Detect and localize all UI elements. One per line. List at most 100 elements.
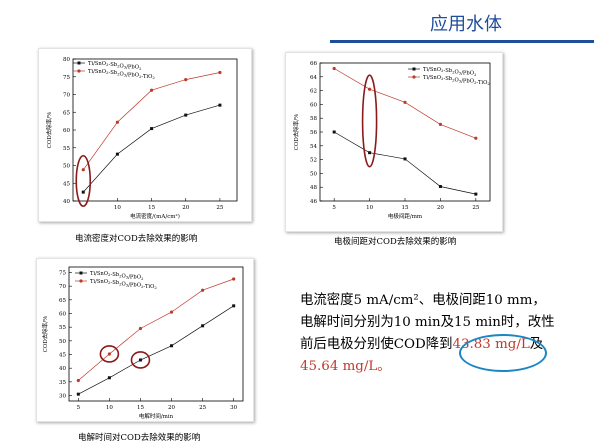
y-tick-label: 66 bbox=[310, 61, 317, 67]
y-tick-label: 64 bbox=[310, 75, 317, 81]
y-tick-label: 60 bbox=[59, 311, 66, 317]
y-tick-label: 70 bbox=[59, 284, 66, 290]
x-axis-label: 电解时间/min bbox=[139, 412, 174, 420]
y-tick-label: 58 bbox=[310, 116, 317, 122]
y-tick-label: 75 bbox=[59, 270, 66, 276]
y-tick-label: 50 bbox=[59, 339, 66, 345]
data-point-black bbox=[115, 152, 119, 156]
x-tick-label: 15 bbox=[148, 205, 155, 211]
y-tick-label: 62 bbox=[310, 89, 317, 95]
x-tick-label: 20 bbox=[437, 205, 444, 211]
legend-marker-black bbox=[412, 67, 416, 71]
data-point-black bbox=[76, 392, 80, 396]
summary-line-3-a: 前后电极分别使COD降到 bbox=[300, 337, 453, 352]
y-tick-label: 45 bbox=[63, 181, 70, 187]
data-point-red bbox=[218, 70, 222, 75]
series-line-red bbox=[83, 72, 220, 171]
chart-current-density: 10 15 20 25 40 45 50 55 60 65 70 75 80 电流密度/(mA/cm²) C… bbox=[45, 57, 238, 220]
y-tick-label: 50 bbox=[63, 164, 70, 170]
legend-label: Ti/SnO2-Sb2O3/PbO2-TiO2 bbox=[88, 69, 155, 80]
chart-electrode-spacing: 5 10 15 20 25 46 48 50 52 54 56 58 60 62 64 66 电极间距/mm CO… bbox=[292, 61, 491, 220]
x-tick-label: 5 bbox=[77, 405, 81, 411]
data-point-red bbox=[169, 310, 174, 314]
chart-electrolysis-time: 5 10 15 20 25 30 30 35 40 45 50 55 60 65 70 75 电解时间/min C… bbox=[41, 266, 244, 420]
x-tick-label: 15 bbox=[402, 205, 409, 211]
data-point-red bbox=[367, 87, 372, 91]
y-axis-label: COD去除率/% bbox=[45, 112, 53, 149]
data-point-black bbox=[170, 344, 174, 348]
highlight-circle-red bbox=[99, 345, 120, 363]
y-tick-label: 40 bbox=[63, 199, 70, 205]
x-tick-label: 25 bbox=[216, 205, 223, 211]
summary-line-2: 电解时间分别为10 min及15 min时，改性 bbox=[300, 315, 555, 330]
data-point-red bbox=[115, 120, 120, 124]
y-tick-label: 60 bbox=[310, 102, 317, 108]
data-point-black bbox=[201, 324, 205, 328]
summary-line-1: 电流密度5 mA/cm²、电极间距10 mm， bbox=[300, 293, 546, 308]
x-tick-label: 10 bbox=[106, 405, 113, 411]
y-axis-label: COD去除率/% bbox=[292, 114, 300, 151]
data-point-black bbox=[368, 151, 372, 155]
data-point-red bbox=[107, 352, 111, 356]
data-point-red bbox=[184, 77, 188, 82]
legend-label: Ti/SnO2-Sb2O3/PbO2-TiO2 bbox=[90, 279, 157, 290]
series-line-black bbox=[83, 104, 220, 193]
plot-frame bbox=[72, 58, 238, 202]
x-tick-label: 20 bbox=[168, 405, 175, 411]
title-rule bbox=[330, 40, 594, 43]
x-axis-label: 电极间距/mm bbox=[388, 212, 423, 220]
x-tick-label: 5 bbox=[332, 205, 336, 211]
legend-marker-red bbox=[79, 279, 83, 283]
legend-label: Ti/SnO2-Sb2O3/PbO2 bbox=[88, 61, 142, 71]
page-title: 应用水体 bbox=[430, 14, 502, 35]
y-tick-label: 56 bbox=[310, 130, 317, 136]
highlight-ellipse-blue bbox=[459, 334, 547, 372]
legend-marker-black bbox=[77, 61, 81, 65]
data-point-black bbox=[332, 130, 336, 134]
summary-value-original: 45.64 mg/L。 bbox=[300, 359, 391, 374]
chart-panel-electrode-spacing: 5 10 15 20 25 46 48 50 52 54 56 58 60 62 64 66 电极间距/mm CO… bbox=[285, 52, 503, 232]
x-tick-label: 20 bbox=[182, 205, 189, 211]
x-tick-label: 10 bbox=[114, 205, 121, 211]
x-tick-label: 15 bbox=[137, 405, 144, 411]
y-tick-label: 45 bbox=[59, 353, 66, 359]
data-point-red bbox=[403, 100, 407, 104]
y-tick-label: 80 bbox=[63, 57, 70, 63]
data-point-red bbox=[138, 326, 143, 331]
caption-current-density: 电流密度对COD去除效果的影响 bbox=[75, 234, 198, 244]
x-tick-label: 30 bbox=[230, 405, 237, 411]
data-point-red bbox=[332, 66, 336, 71]
y-tick-label: 48 bbox=[310, 185, 317, 191]
legend-label: Ti/SnO2-Sb2O3/PbO2-TiO2 bbox=[423, 75, 490, 86]
highlight-ellipse-red bbox=[75, 154, 92, 207]
y-tick-label: 50 bbox=[310, 171, 317, 177]
caption-electrolysis-time: 电解时间对COD去除效果的影响 bbox=[78, 433, 201, 443]
plot-frame bbox=[68, 266, 244, 402]
data-point-red bbox=[81, 168, 85, 172]
data-point-black bbox=[438, 185, 442, 189]
caption-electrode-spacing: 电极间距对COD去除效果的影响 bbox=[334, 237, 457, 247]
y-tick-label: 40 bbox=[59, 366, 66, 372]
chart-panel-current-density: 10 15 20 25 40 45 50 55 60 65 70 75 80 电流密度/(mA/cm²) C… bbox=[38, 48, 252, 222]
y-tick-label: 75 bbox=[63, 75, 70, 81]
y-tick-label: 54 bbox=[310, 144, 317, 150]
y-tick-label: 30 bbox=[59, 394, 66, 400]
x-axis-label: 电流密度/(mA/cm²) bbox=[130, 212, 180, 220]
y-tick-label: 65 bbox=[63, 110, 70, 116]
highlight-ellipse-red bbox=[361, 74, 378, 168]
data-point-black bbox=[184, 113, 188, 117]
y-tick-label: 46 bbox=[310, 199, 317, 205]
data-point-black bbox=[107, 376, 111, 380]
data-point-black bbox=[403, 157, 407, 161]
data-point-red bbox=[438, 122, 443, 127]
legend-marker-red bbox=[412, 75, 416, 79]
data-point-red bbox=[232, 277, 236, 281]
data-point-black bbox=[81, 190, 85, 194]
y-tick-label: 55 bbox=[63, 146, 70, 152]
x-tick-label: 25 bbox=[199, 405, 206, 411]
data-point-red bbox=[201, 288, 205, 292]
x-tick-label: 10 bbox=[366, 205, 373, 211]
series-line-black bbox=[78, 305, 234, 395]
data-point-red bbox=[76, 378, 80, 383]
data-point-black bbox=[474, 192, 478, 196]
